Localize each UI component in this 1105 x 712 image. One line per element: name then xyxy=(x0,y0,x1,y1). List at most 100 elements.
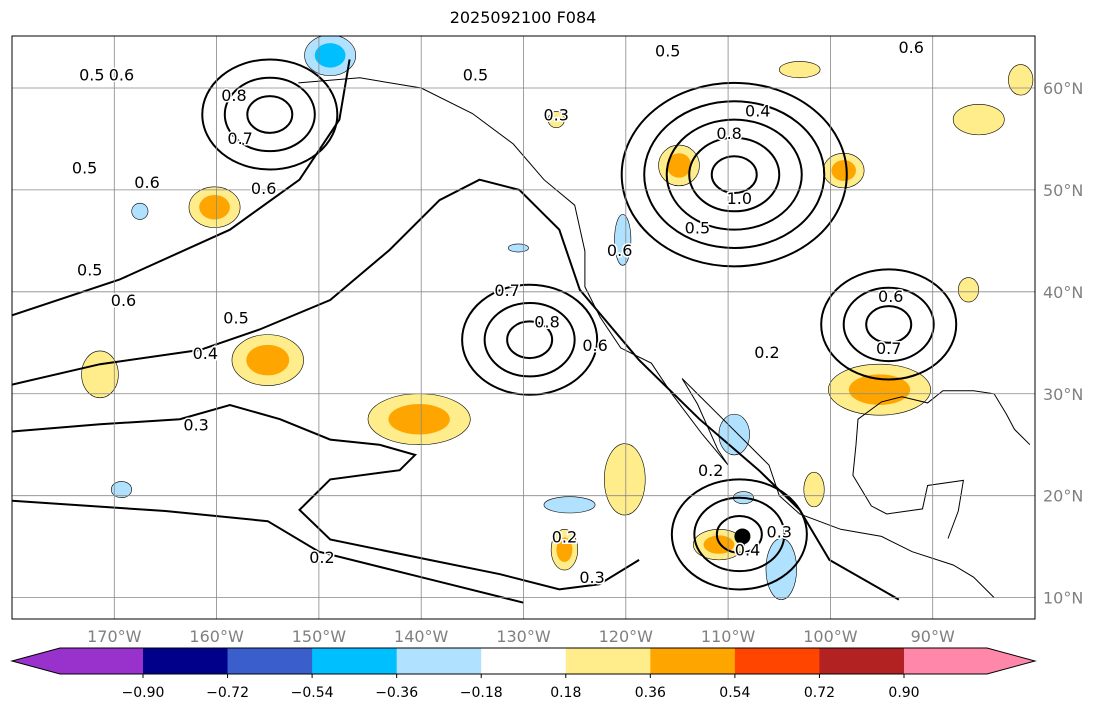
closed-contour xyxy=(665,118,803,231)
x-tick-label: 170°W xyxy=(87,627,142,646)
map-layer: 0.5 0.6 0.8 0.7 0.6 0.5 0.6 0.5 0.6 0.5 0.4 0.3 0.2 0… xyxy=(12,36,1035,619)
shaded-region xyxy=(604,443,646,516)
contour-label: 0.5 xyxy=(79,66,104,85)
colorbar-tick-label: 0.18 xyxy=(550,685,581,701)
shaded-core xyxy=(831,160,856,181)
contour-label: 0.8 xyxy=(221,86,246,105)
closed-contour xyxy=(620,81,848,268)
contour-label: 0.5 xyxy=(463,66,488,85)
shaded-core xyxy=(556,537,573,562)
shaded-region xyxy=(110,481,132,499)
contour-label: 0.2 xyxy=(754,343,779,362)
colorbar-tick-label: −0.36 xyxy=(375,685,418,701)
contour-label: 0.7 xyxy=(227,129,252,148)
shaded-core xyxy=(246,344,290,376)
contour-label: 0.6 xyxy=(582,336,607,355)
colorbar-tick-label: −0.54 xyxy=(291,685,334,701)
shaded-region xyxy=(765,538,797,600)
contour-label: 0.5 xyxy=(223,308,248,327)
colorbar-bin xyxy=(481,648,567,674)
closed-contour xyxy=(688,136,781,213)
colorbar-tick-label: −0.90 xyxy=(122,685,165,701)
contour-label: 0.3 xyxy=(579,568,604,587)
closed-contour xyxy=(842,286,935,363)
colorbar-bin xyxy=(734,648,820,674)
contour-label: 0.2 xyxy=(552,527,577,546)
shaded-core xyxy=(314,43,346,68)
shaded-region xyxy=(952,103,1005,136)
shaded-region xyxy=(81,350,119,399)
x-tick-label: 120°W xyxy=(599,627,654,646)
closed-contour xyxy=(506,320,554,360)
contour-line xyxy=(12,59,351,317)
closed-contour xyxy=(865,305,913,344)
map-title: 2025092100 F084 xyxy=(449,8,597,27)
shaded-region xyxy=(803,471,825,508)
contour-label: 0.4 xyxy=(193,344,218,363)
colorbar-tick-label: 0.90 xyxy=(888,685,919,701)
colorbar-tick-label: 0.36 xyxy=(635,685,666,701)
x-tick-label: 100°W xyxy=(803,627,858,646)
closed-contour xyxy=(223,76,316,153)
contour-label: 0.2 xyxy=(309,548,334,567)
contour-line xyxy=(12,403,640,591)
closed-contour xyxy=(710,155,758,194)
shaded-region xyxy=(543,496,596,514)
shaded-region xyxy=(547,111,565,129)
x-tick-label: 110°W xyxy=(701,627,756,646)
contour-label: 0.6 xyxy=(251,179,276,198)
contour-label: 0.3 xyxy=(183,415,208,434)
y-tick-label: 10°N xyxy=(1043,589,1083,608)
contour-label: 0.8 xyxy=(716,124,741,143)
colorbar-extend-low xyxy=(12,648,143,674)
shaded-region xyxy=(1008,64,1034,96)
contour-label: 0.3 xyxy=(544,105,569,124)
shaded-region xyxy=(507,243,529,253)
shaded-core xyxy=(666,153,692,178)
colorbar-outline xyxy=(10,647,1037,675)
contour-label: 0.5 xyxy=(77,260,102,279)
y-tick-label: 20°N xyxy=(1043,487,1083,506)
storm-marker xyxy=(734,528,751,545)
colorbar-bin xyxy=(396,648,482,674)
colorbar-bin xyxy=(312,648,398,674)
shaded-core xyxy=(848,374,911,405)
contour-line xyxy=(12,499,524,604)
x-tick-label: 140°W xyxy=(394,627,449,646)
colorbar-tick-label: −0.18 xyxy=(460,685,503,701)
contour-label: 0.6 xyxy=(878,287,903,306)
shaded-region xyxy=(614,214,632,266)
contour-label: 0.5 xyxy=(685,219,710,238)
contour-label: 0.6 xyxy=(111,291,136,310)
contour-label: 0.3 xyxy=(767,522,792,541)
colorbar-bin xyxy=(819,648,905,674)
shaded-core xyxy=(199,195,230,220)
contour-label: 0.8 xyxy=(534,312,559,331)
colorbar-tick-label: 0.54 xyxy=(719,685,750,701)
closed-contour xyxy=(820,268,958,381)
contour-label: 0.6 xyxy=(607,241,632,260)
colorbar: −0.90 −0.72 −0.54 −0.36 −0.18 0.18 0.36 0.54 0.7… xyxy=(10,647,1037,701)
contour-label: 0.7 xyxy=(494,281,519,300)
y-tick-label: 40°N xyxy=(1043,283,1083,302)
contour-label: 0.4 xyxy=(735,541,760,560)
shaded-region xyxy=(778,61,821,79)
closed-contour xyxy=(201,58,339,171)
contour-label: 0.5 xyxy=(72,158,97,177)
contour-label: 0.6 xyxy=(898,38,923,57)
x-tick-label: 90°W xyxy=(911,627,955,646)
closed-contour xyxy=(461,283,599,396)
y-tick-label: 50°N xyxy=(1043,181,1083,200)
closed-contour xyxy=(246,95,294,134)
colorbar-tick-label: −0.72 xyxy=(206,685,249,701)
shaded-region xyxy=(718,413,750,456)
shaded-core xyxy=(388,403,450,435)
closed-contour xyxy=(643,100,826,249)
closed-contour xyxy=(715,515,763,554)
shaded-region xyxy=(131,202,149,220)
contour-label: 1.0 xyxy=(727,189,752,208)
map-frame xyxy=(11,35,1036,620)
y-tick-label: 30°N xyxy=(1043,385,1083,404)
contour-label: 0.6 xyxy=(134,173,159,192)
